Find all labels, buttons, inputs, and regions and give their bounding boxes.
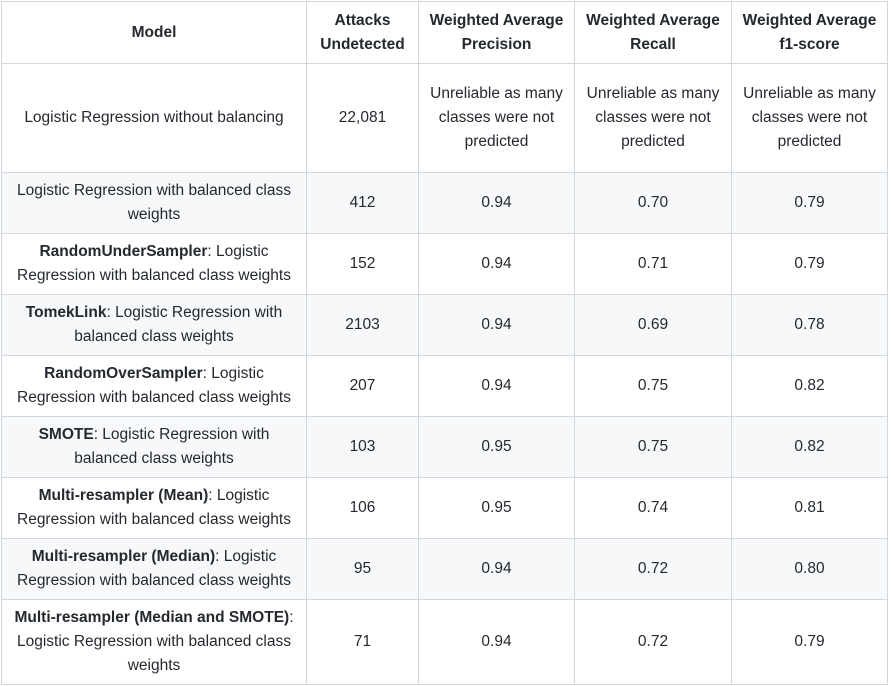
f1-score-cell: Unreliable as many classes were not pred… xyxy=(731,63,888,173)
recall-cell: 0.75 xyxy=(574,355,732,417)
attacks-undetected-cell: 22,081 xyxy=(306,63,419,173)
table-row: TomekLink: Logistic Regression with bala… xyxy=(1,294,888,356)
model-name-bold: Multi-resampler (Median and SMOTE) xyxy=(14,609,290,626)
recall-cell: 0.74 xyxy=(574,477,732,539)
table-row: Multi-resampler (Mean): Logistic Regress… xyxy=(1,477,888,539)
table-row: Multi-resampler (Median and SMOTE): Logi… xyxy=(1,599,888,685)
attacks-undetected-cell: 152 xyxy=(306,233,419,295)
model-cell: RandomUnderSampler: Logistic Regression … xyxy=(1,233,307,295)
model-name-bold: RandomOverSampler xyxy=(44,365,203,382)
attacks-undetected-cell: 207 xyxy=(306,355,419,417)
f1-score-cell: 0.79 xyxy=(731,172,888,234)
f1-score-cell: 0.78 xyxy=(731,294,888,356)
model-name-text: : Logistic Regression with balanced clas… xyxy=(74,426,270,467)
f1-score-cell: 0.81 xyxy=(731,477,888,539)
precision-cell: 0.95 xyxy=(418,416,575,478)
recall-cell: 0.70 xyxy=(574,172,732,234)
recall-cell: 0.72 xyxy=(574,538,732,600)
model-name-text: : Logistic Regression with balanced clas… xyxy=(17,548,291,589)
table-row: SMOTE: Logistic Regression with balanced… xyxy=(1,416,888,478)
header-row: Model Attacks Undetected Weighted Averag… xyxy=(1,1,888,64)
precision-cell: 0.94 xyxy=(418,538,575,600)
precision-cell: 0.94 xyxy=(418,233,575,295)
recall-cell: 0.72 xyxy=(574,599,732,685)
table-row: Logistic Regression with balanced class … xyxy=(1,172,888,234)
header-weighted-average-f1-score: Weighted Average f1-score xyxy=(731,1,888,64)
header-attacks-undetected: Attacks Undetected xyxy=(306,1,419,64)
attacks-undetected-cell: 412 xyxy=(306,172,419,234)
header-weighted-average-recall: Weighted Average Recall xyxy=(574,1,732,64)
precision-cell: 0.94 xyxy=(418,172,575,234)
recall-cell: 0.75 xyxy=(574,416,732,478)
precision-cell: Unreliable as many classes were not pred… xyxy=(418,63,575,173)
recall-cell: Unreliable as many classes were not pred… xyxy=(574,63,732,173)
model-name-bold: Multi-resampler (Mean) xyxy=(38,487,209,504)
recall-cell: 0.69 xyxy=(574,294,732,356)
attacks-undetected-cell: 103 xyxy=(306,416,419,478)
model-cell: RandomOverSampler: Logistic Regression w… xyxy=(1,355,307,417)
table-row: RandomOverSampler: Logistic Regression w… xyxy=(1,355,888,417)
table-row: Logistic Regression without balancing 22… xyxy=(1,63,888,173)
model-name-text: : Logistic Regression with balanced clas… xyxy=(17,609,294,674)
attacks-undetected-cell: 106 xyxy=(306,477,419,539)
model-cell: Logistic Regression with balanced class … xyxy=(1,172,307,234)
model-name-bold: TomekLink xyxy=(25,304,107,321)
attacks-undetected-cell: 71 xyxy=(306,599,419,685)
precision-cell: 0.95 xyxy=(418,477,575,539)
model-name-text: : Logistic Regression with balanced clas… xyxy=(17,243,291,284)
recall-cell: 0.71 xyxy=(574,233,732,295)
model-name-text: Logistic Regression without balancing xyxy=(24,109,284,126)
model-cell: Multi-resampler (Median): Logistic Regre… xyxy=(1,538,307,600)
f1-score-cell: 0.80 xyxy=(731,538,888,600)
header-model: Model xyxy=(1,1,307,64)
f1-score-cell: 0.82 xyxy=(731,355,888,417)
model-name-text: : Logistic Regression with balanced clas… xyxy=(17,365,291,406)
precision-cell: 0.94 xyxy=(418,294,575,356)
f1-score-cell: 0.82 xyxy=(731,416,888,478)
f1-score-cell: 0.79 xyxy=(731,599,888,685)
model-cell: TomekLink: Logistic Regression with bala… xyxy=(1,294,307,356)
model-name-text: : Logistic Regression with balanced clas… xyxy=(74,304,283,345)
table-row: Multi-resampler (Median): Logistic Regre… xyxy=(1,538,888,600)
attacks-undetected-cell: 95 xyxy=(306,538,419,600)
model-cell: Multi-resampler (Median and SMOTE): Logi… xyxy=(1,599,307,685)
header-weighted-average-precision: Weighted Average Precision xyxy=(418,1,575,64)
attacks-undetected-cell: 2103 xyxy=(306,294,419,356)
model-name-bold: Multi-resampler (Median) xyxy=(31,548,216,565)
model-cell: Multi-resampler (Mean): Logistic Regress… xyxy=(1,477,307,539)
f1-score-cell: 0.79 xyxy=(731,233,888,295)
model-cell: SMOTE: Logistic Regression with balanced… xyxy=(1,416,307,478)
model-cell: Logistic Regression without balancing xyxy=(1,63,307,173)
model-name-text: Logistic Regression with balanced class … xyxy=(17,182,291,223)
precision-cell: 0.94 xyxy=(418,355,575,417)
model-name-text: : Logistic Regression with balanced clas… xyxy=(17,487,291,528)
model-name-bold: SMOTE xyxy=(38,426,94,443)
model-name-bold: RandomUnderSampler xyxy=(39,243,208,260)
precision-cell: 0.94 xyxy=(418,599,575,685)
table-row: RandomUnderSampler: Logistic Regression … xyxy=(1,233,888,295)
